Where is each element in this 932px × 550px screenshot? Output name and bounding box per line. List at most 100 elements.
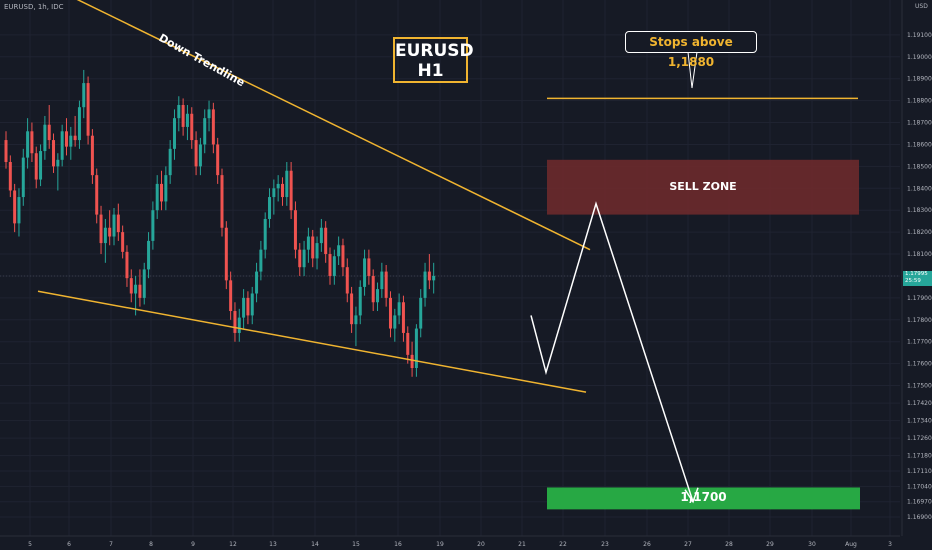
candle (268, 188, 272, 228)
candle-body (293, 210, 297, 250)
candle-body (414, 328, 418, 369)
candle-body (263, 218, 267, 250)
candle (220, 168, 224, 237)
candle-body (345, 267, 349, 294)
price-tick-label: 1.18500 (907, 163, 932, 170)
candle-body (125, 251, 129, 279)
candle-body (147, 240, 151, 270)
candle-body (211, 109, 215, 145)
candle-body (250, 293, 254, 316)
candle (125, 245, 129, 287)
candle (69, 126, 73, 160)
price-tick-label: 1.17900 (907, 295, 932, 302)
candle (224, 221, 228, 290)
candle (90, 129, 94, 184)
candle-body (60, 131, 64, 160)
target-zone-label: 1,1700 (680, 490, 727, 505)
candle-body (21, 157, 25, 198)
candle (259, 240, 263, 281)
candle (95, 168, 99, 224)
candle-body (406, 332, 410, 355)
candle-body (134, 284, 138, 294)
candle-body (4, 140, 8, 162)
candle-body (410, 354, 414, 369)
candle (354, 306, 358, 347)
candle-body (99, 214, 103, 244)
time-tick-label: 15 (352, 541, 360, 548)
candle (293, 201, 297, 259)
price-tick-label: 1.17800 (907, 317, 932, 324)
time-tick-label: 29 (766, 541, 774, 548)
candle (306, 227, 310, 263)
time-tick-label: 5 (28, 541, 32, 548)
candle (237, 308, 241, 342)
candle-body (376, 289, 380, 303)
candle (363, 249, 367, 296)
time-tick-label: 8 (149, 541, 153, 548)
target-zone (547, 487, 860, 510)
title-timeframe: H1 (417, 61, 444, 81)
candle-body (427, 271, 431, 281)
candle (289, 161, 293, 219)
candle (194, 131, 198, 176)
candle-body (367, 258, 371, 276)
candle (432, 262, 436, 294)
candle (17, 188, 21, 237)
candle-body (302, 249, 306, 268)
candle-body (73, 135, 77, 141)
candle (26, 118, 30, 169)
candle (229, 271, 233, 320)
time-axis[interactable]: 5 6 7 8 9 12 13 14 15 16 19 20 21 22 23 26 27 28 29 30 Aug 3 (0, 535, 900, 548)
candle-body (160, 183, 164, 202)
candle-body (432, 275, 436, 281)
candle-body (181, 105, 185, 127)
price-tick-label: 1.16970 (907, 499, 932, 506)
candle-body (69, 135, 73, 147)
candle (13, 183, 17, 233)
candle-body (121, 232, 125, 252)
candle (56, 153, 60, 191)
candle (280, 177, 284, 206)
time-tick-label: 12 (229, 541, 237, 548)
candle-body (198, 144, 202, 167)
candle (43, 115, 47, 160)
price-tick-label: 1.17500 (907, 383, 932, 390)
candle (419, 289, 423, 338)
candle (393, 308, 397, 342)
candle-body (34, 153, 38, 180)
candle-body (138, 284, 142, 298)
candle-body (337, 245, 341, 257)
symbol-label: EURUSD, 1h, IDC (4, 3, 64, 11)
price-tick-label: 1.17340 (907, 418, 932, 425)
candle (397, 293, 401, 325)
candle-body (246, 297, 250, 316)
candle (121, 225, 125, 259)
candle-body (233, 311, 237, 333)
price-tick-label: 1.17700 (907, 339, 932, 346)
candle-body (190, 113, 194, 141)
candle (332, 249, 336, 285)
candle-body (151, 210, 155, 241)
price-tick-label: 1.16900 (907, 514, 932, 521)
time-tick-label: 23 (601, 541, 609, 548)
candle-body (82, 83, 86, 108)
time-tick-label: 30 (808, 541, 816, 548)
price-axis[interactable]: 1.19100 1.19000 1.18900 1.18800 1.18700 1.186… (901, 0, 932, 536)
candle (371, 269, 375, 312)
candle-body (242, 297, 246, 318)
candle-body (116, 214, 120, 233)
candle (276, 175, 280, 202)
candle (190, 107, 194, 149)
candle (427, 254, 431, 290)
candle (52, 133, 56, 173)
candle-body (371, 275, 375, 303)
candle-body (380, 271, 384, 290)
candle (406, 326, 410, 364)
candle-body (324, 227, 328, 255)
time-tick-label: 16 (394, 541, 402, 548)
candle-body (26, 131, 30, 158)
time-tick-label: 9 (191, 541, 195, 548)
candle (367, 249, 371, 285)
candle (185, 105, 189, 141)
